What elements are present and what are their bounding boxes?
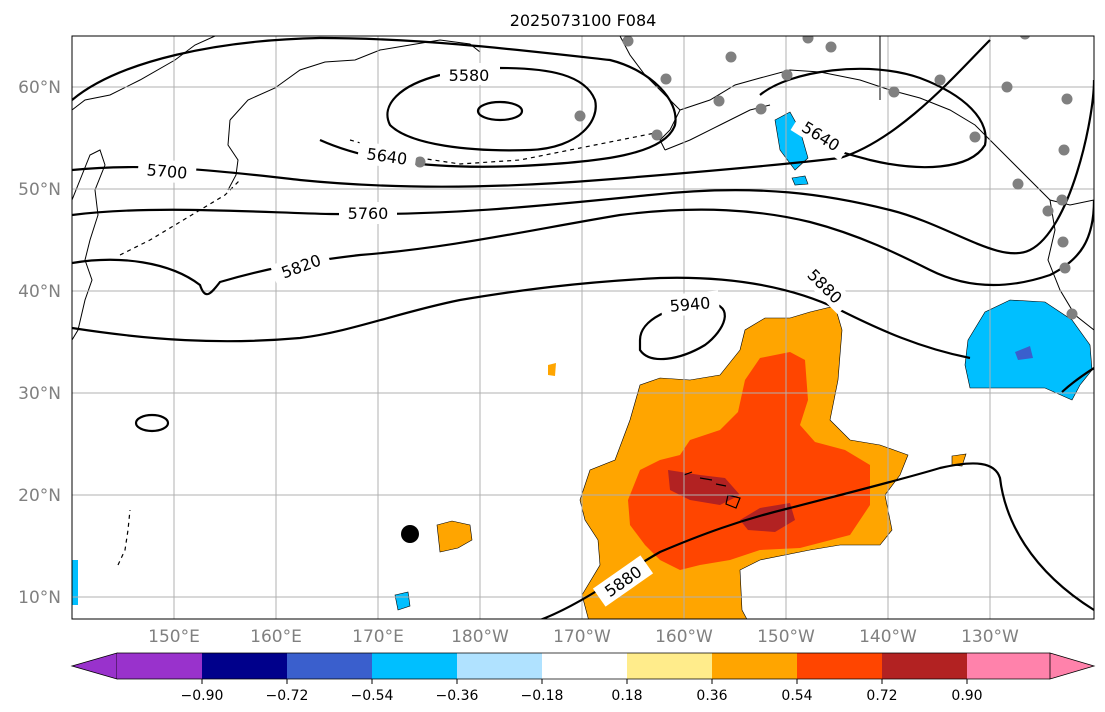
colorbar-tick-label: 0.54 bbox=[781, 688, 812, 704]
contour-label: 5580 bbox=[449, 66, 490, 85]
hawaii-islands bbox=[683, 471, 741, 509]
lon-tick-label: 170°W bbox=[553, 627, 611, 647]
colorbar-tick-label: 0.72 bbox=[866, 688, 897, 704]
longitude-tick-labels: 150°E 160°E 170°E 180°W 170°W 160°W 150°… bbox=[148, 627, 1019, 647]
map-frame bbox=[71, 35, 1095, 620]
colorbar-tick-label: −0.18 bbox=[521, 688, 564, 704]
lat-tick-label: 60°N bbox=[18, 78, 61, 98]
height-contours bbox=[72, 36, 1094, 619]
latitude-tick-labels: 60°N 50°N 40°N 30°N 20°N 10°N bbox=[18, 78, 61, 608]
lon-tick-label: 170°E bbox=[352, 627, 404, 647]
station-markers bbox=[414, 36, 1078, 320]
lon-tick-label: 150°E bbox=[148, 627, 200, 647]
colorbar-min-arrow bbox=[70, 652, 118, 680]
colorbar-segment bbox=[117, 653, 202, 679]
map-area: 5580 5640 5640 5700 5760 5820 5880 5940 … bbox=[72, 36, 1094, 619]
colorbar: −0.90 −0.72 −0.54 −0.36 −0.18 0.18 0.36 … bbox=[70, 652, 1096, 704]
colorbar-segment bbox=[287, 653, 372, 679]
colorbar-tick-label: 0.90 bbox=[951, 688, 982, 704]
contour-label: 5700 bbox=[146, 160, 188, 182]
lat-tick-label: 30°N bbox=[18, 384, 61, 404]
lat-tick-label: 40°N bbox=[18, 282, 61, 302]
contour-label: 5940 bbox=[669, 293, 711, 315]
colorbar-segment bbox=[457, 653, 542, 679]
colorbar-segment bbox=[712, 653, 797, 679]
colorbar-tick-label: 0.18 bbox=[611, 688, 642, 704]
lat-tick-label: 10°N bbox=[18, 588, 61, 608]
colorbar-segment bbox=[882, 653, 967, 679]
colorbar-segment bbox=[542, 653, 627, 679]
colorbar-segment bbox=[627, 653, 712, 679]
colorbar-tick-label: −0.54 bbox=[351, 688, 394, 704]
island-chains bbox=[117, 131, 661, 566]
lat-tick-label: 50°N bbox=[18, 180, 61, 200]
colorbar-max-arrow bbox=[1049, 652, 1096, 680]
colorbar-segment bbox=[372, 653, 457, 679]
lon-tick-label: 150°W bbox=[757, 627, 815, 647]
lon-tick-label: 130°W bbox=[961, 627, 1019, 647]
colorbar-segment bbox=[797, 653, 882, 679]
gridlines bbox=[72, 36, 1094, 619]
storm-center-marker bbox=[401, 525, 419, 543]
lon-tick-label: 140°W bbox=[859, 627, 917, 647]
lat-tick-label: 20°N bbox=[18, 486, 61, 506]
colorbar-tick-label: −0.90 bbox=[181, 688, 224, 704]
colorbar-tick-label: −0.72 bbox=[266, 688, 309, 704]
colorbar-tick-label: 0.36 bbox=[696, 688, 727, 704]
colorbar-segment bbox=[202, 653, 287, 679]
lon-tick-label: 180°W bbox=[451, 627, 509, 647]
lon-tick-label: 160°W bbox=[655, 627, 713, 647]
contour-label-group: 5580 5640 5640 5700 5760 5820 5880 5940 … bbox=[137, 63, 854, 607]
negative-anomaly-region bbox=[72, 111, 1093, 611]
colorbar-segment bbox=[967, 653, 1050, 679]
map-title: 2025073100 F084 bbox=[510, 11, 657, 30]
colorbar-tick-label: −0.36 bbox=[436, 688, 479, 704]
contour-label: 5760 bbox=[348, 204, 389, 223]
positive-anomaly-region bbox=[436, 305, 967, 619]
lon-tick-label: 160°E bbox=[250, 627, 302, 647]
